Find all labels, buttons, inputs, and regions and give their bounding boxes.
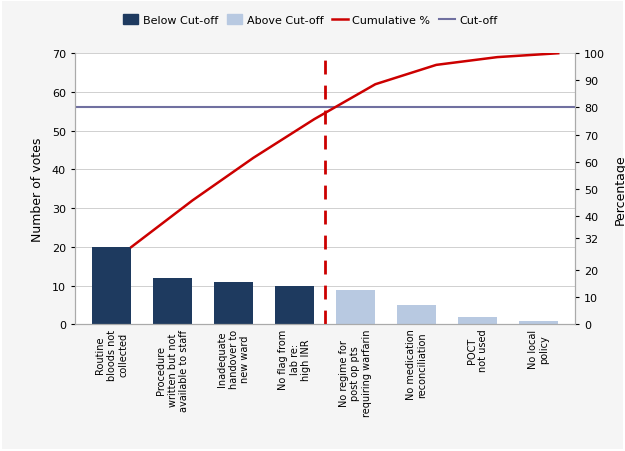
Bar: [336, 290, 375, 325]
Bar: [275, 286, 314, 325]
Y-axis label: Number of votes: Number of votes: [31, 138, 44, 241]
Bar: [92, 248, 131, 325]
Bar: [397, 305, 436, 325]
Y-axis label: Percentage: Percentage: [613, 154, 625, 225]
Bar: [214, 282, 253, 325]
Bar: [152, 278, 192, 325]
Legend: Below Cut-off, Above Cut-off, Cumulative %, Cut-off: Below Cut-off, Above Cut-off, Cumulative…: [118, 11, 502, 30]
Bar: [458, 317, 498, 325]
Bar: [519, 321, 558, 325]
